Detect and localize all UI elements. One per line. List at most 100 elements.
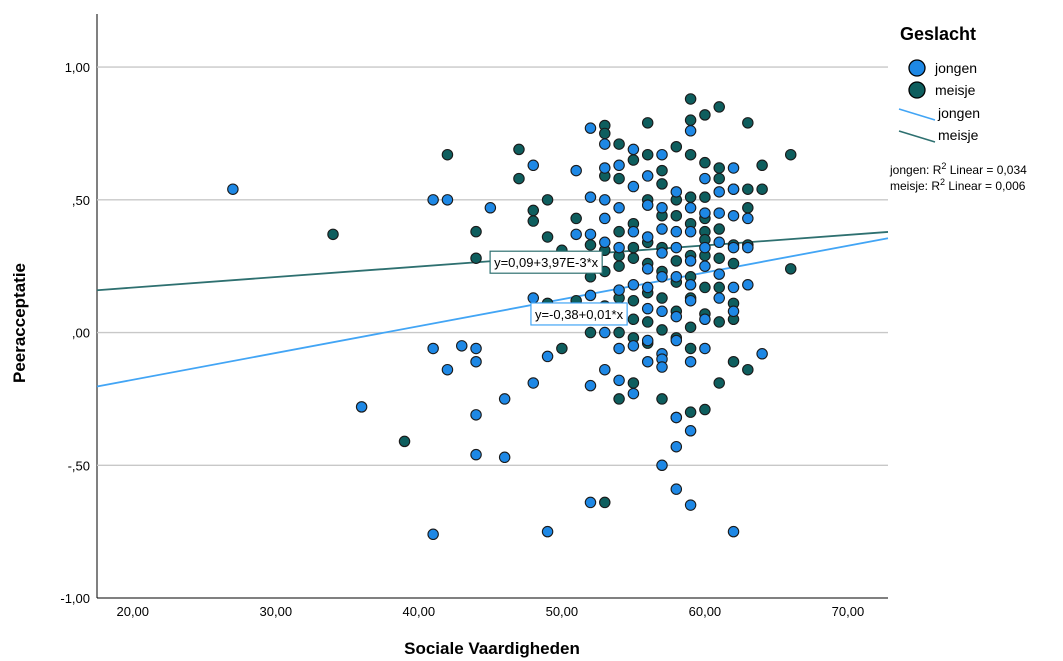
point-jongen	[713, 186, 725, 198]
point-jongen	[684, 425, 697, 437]
point-meisje	[713, 281, 725, 294]
point-jongen	[470, 355, 482, 368]
point-jongen	[599, 212, 611, 225]
point-jongen	[627, 387, 640, 400]
point-meisje	[613, 393, 625, 405]
point-jongen	[470, 409, 482, 421]
point-meisje	[627, 154, 640, 166]
point-jongen	[684, 225, 697, 238]
point-meisje	[713, 223, 725, 235]
point-meisje	[627, 252, 640, 264]
point-meisje	[713, 316, 725, 328]
point-meisje	[613, 260, 625, 272]
point-meisje	[713, 377, 725, 389]
point-meisje	[599, 496, 611, 509]
point-jongen	[584, 228, 597, 241]
point-jongen	[427, 342, 439, 355]
point-jongen	[613, 202, 625, 214]
legend-label-jongen-line: jongen	[937, 105, 980, 121]
point-jongen	[742, 241, 754, 254]
point-jongen	[427, 528, 439, 541]
x-axis-title: Sociale Vaardigheden	[404, 639, 580, 658]
point-jongen	[613, 342, 625, 355]
point-jongen	[727, 183, 740, 195]
x-tick-label: 50,00	[546, 604, 579, 619]
legend-title: Geslacht	[900, 24, 976, 44]
point-jongen	[527, 377, 540, 389]
point-jongen	[727, 305, 740, 318]
point-meisje	[699, 156, 711, 169]
point-meisje	[641, 316, 654, 328]
point-meisje	[570, 212, 582, 225]
point-jongen	[641, 334, 654, 347]
point-jongen	[684, 125, 697, 137]
point-meisje	[684, 342, 697, 355]
point-jongen	[699, 241, 711, 254]
legend-label-meisje-marker: meisje	[935, 82, 976, 98]
point-meisje	[742, 183, 754, 195]
point-jongen	[641, 199, 654, 211]
point-jongen	[684, 279, 697, 291]
point-jongen	[455, 340, 468, 352]
y-tick-label: ,50	[72, 193, 90, 208]
point-meisje	[684, 148, 697, 161]
x-tick-label: 20,00	[116, 604, 149, 619]
point-meisje	[541, 231, 554, 243]
point-meisje	[656, 292, 668, 304]
legend: Geslacht jongen meisje jongen meisje jon…	[889, 24, 1027, 193]
point-meisje	[584, 239, 597, 251]
point-jongen	[699, 207, 711, 219]
point-jongen	[641, 263, 654, 275]
point-jongen	[484, 202, 497, 214]
point-meisje	[713, 162, 725, 174]
point-jongen	[441, 363, 454, 376]
point-jongen	[470, 342, 482, 355]
point-jongen	[713, 268, 725, 280]
point-meisje	[713, 252, 725, 264]
point-jongen	[427, 194, 439, 206]
point-jongen	[641, 170, 654, 182]
point-jongen	[498, 451, 511, 464]
point-meisje	[398, 435, 411, 448]
y-tick-label: ,00	[72, 326, 90, 341]
fit-equation-labels: y=-0,38+0,01*x y=0,09+3,97E-3*x	[489, 250, 628, 326]
point-jongen	[641, 281, 654, 294]
r2-label-meisje: meisje: R2 Linear = 0,006	[890, 177, 1026, 193]
point-meisje	[613, 225, 625, 238]
point-jongen	[584, 191, 597, 203]
point-meisje	[513, 143, 525, 156]
point-meisje	[656, 324, 668, 336]
point-meisje	[641, 148, 654, 161]
fit-label-box	[530, 302, 628, 326]
point-jongen	[727, 162, 740, 174]
point-jongen	[670, 241, 683, 254]
point-meisje	[670, 140, 683, 153]
point-meisje	[470, 225, 482, 238]
point-jongen	[584, 379, 597, 392]
point-meisje	[684, 114, 697, 126]
point-jongen	[727, 281, 740, 294]
point-meisje	[470, 252, 482, 264]
point-jongen	[656, 305, 668, 318]
point-meisje	[613, 138, 625, 150]
point-jongen	[727, 241, 740, 254]
fit-label-text: y=-0,38+0,01*x	[535, 307, 624, 322]
point-jongen	[627, 225, 640, 238]
point-meisje	[627, 294, 640, 307]
y-tick-label: 1,00	[65, 60, 90, 75]
point-jongen	[699, 313, 711, 326]
point-jongen	[670, 310, 683, 323]
point-meisje	[784, 148, 797, 161]
point-jongen	[627, 279, 640, 291]
point-jongen	[699, 342, 711, 355]
legend-label-meisje-line: meisje	[938, 127, 979, 143]
fit-label-box	[489, 250, 603, 274]
point-meisje	[684, 93, 697, 105]
point-jongen	[713, 236, 725, 249]
point-jongen	[727, 209, 740, 222]
gridlines	[97, 66, 888, 466]
point-jongen	[599, 326, 611, 339]
point-meisje	[742, 117, 754, 129]
point-jongen	[527, 292, 540, 304]
